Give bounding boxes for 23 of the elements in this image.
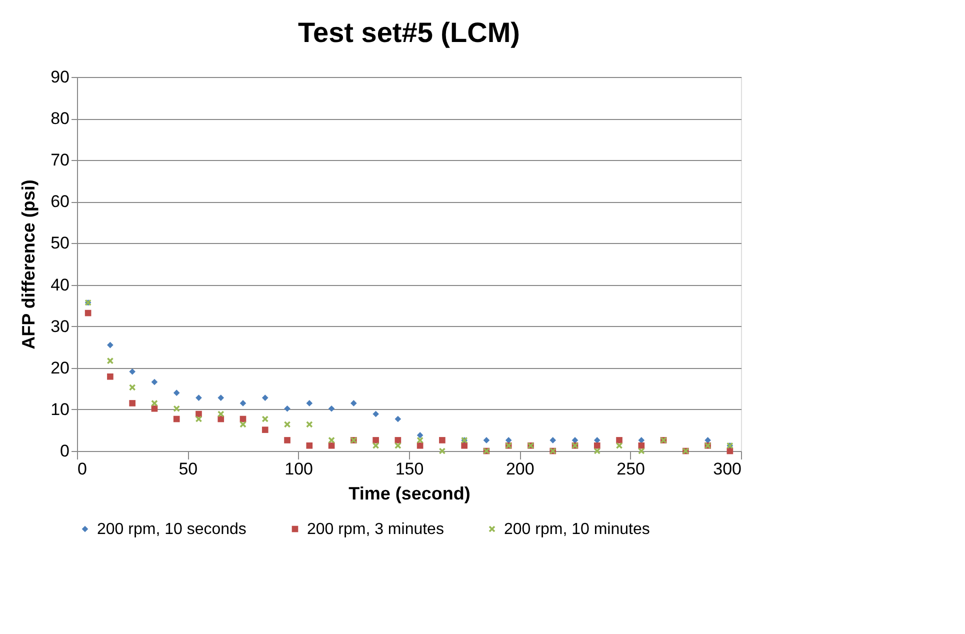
x-tick-label: 250: [616, 460, 646, 478]
x-axis-title: Time (second): [348, 484, 470, 504]
x-tick-label: 150: [395, 460, 424, 478]
y-tick-label: 30: [50, 316, 70, 336]
y-tick-label: 40: [50, 275, 70, 294]
x-tick-label: 0: [78, 460, 87, 478]
y-tick-label: 0: [60, 442, 70, 460]
legend-label: 200 rpm, 10 seconds: [97, 521, 246, 538]
y-tick-label: 90: [50, 68, 70, 86]
y-tick-label: 70: [50, 150, 70, 170]
y-tick-label: 20: [50, 358, 70, 378]
y-tick-label: 60: [50, 192, 70, 212]
x-tick-label: 200: [506, 460, 534, 478]
x-tick-label: 100: [284, 460, 314, 478]
legend-label: 200 rpm, 3 minutes: [307, 521, 444, 538]
y-tick-label: 80: [50, 109, 70, 128]
y-axis-title: AFP difference (psi): [18, 180, 39, 350]
x-tick-label: 300: [713, 460, 742, 478]
chart-title: Test set#5 (LCM): [298, 17, 520, 48]
x-tick-label: 50: [178, 460, 198, 478]
y-tick-label: 50: [50, 234, 70, 253]
y-tick-label: 10: [50, 400, 70, 419]
legend-label: 200 rpm, 10 minutes: [504, 521, 650, 538]
